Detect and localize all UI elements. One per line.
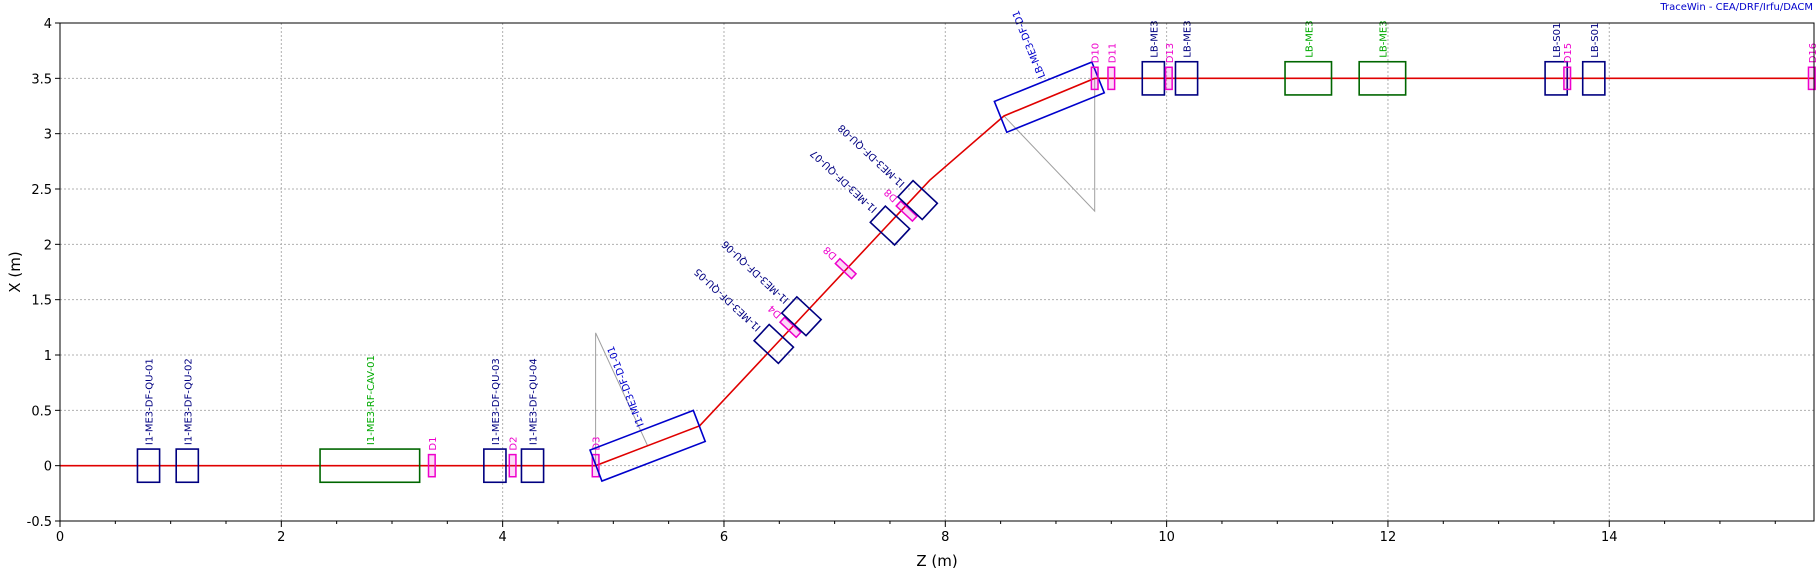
quad-body: [780, 295, 823, 337]
y-tick-label: 1: [44, 349, 52, 364]
quad-element: I1-ME3-DF-QU-02: [175, 358, 200, 484]
cavity-element: LB-ME3: [1284, 20, 1333, 96]
diag-element: D1: [427, 437, 439, 478]
dipole-element: I1-ME3-DF-D1-01: [588, 344, 707, 483]
diag-label: D1: [428, 437, 439, 451]
beam-line: [60, 77, 1814, 467]
dipole-label: LB-ME3-DF-D1: [1011, 9, 1048, 80]
diag-label: D8: [822, 244, 840, 262]
cavity-label: LB-ME3: [1304, 20, 1315, 57]
x-tick-label: 4: [499, 530, 507, 545]
quad-body: [869, 204, 911, 247]
diag-element: D13: [1164, 43, 1176, 91]
y-tick-label: 0: [44, 460, 52, 475]
quad-body: [175, 448, 200, 484]
diag-label: D16: [1808, 43, 1819, 63]
diag-label: D2: [509, 437, 520, 451]
x-tick-label: 8: [941, 530, 949, 545]
credit-label: TraceWin - CEA/DRF/Irfu/DACM: [1660, 2, 1813, 13]
cavity-label: LB-ME3: [1378, 20, 1389, 57]
diag-label: D10: [1091, 43, 1102, 63]
cavity-label: I1-ME3-RF-CAV-01: [366, 355, 377, 445]
x-tick-label: 12: [1380, 530, 1397, 545]
cavity-body: [1358, 60, 1407, 96]
quad-element: LB-ME3: [1174, 20, 1199, 96]
y-tick-label: 3: [44, 128, 52, 143]
plot-axes: 0 2 4 6 8 10 12 14 -0.5 0 0.5 1 1.5 2 2.5 3 3.5 4: [27, 17, 1815, 545]
quad-label: I1-ME3-DF-QU-03: [491, 358, 502, 445]
beam-trajectory: [60, 77, 1814, 467]
quad-element: I1-ME3-DF-QU-06: [720, 238, 823, 337]
y-tick-label: 3.5: [31, 72, 52, 87]
x-tick-label: 6: [720, 530, 728, 545]
dipole-element: LB-ME3-DF-D1: [993, 9, 1106, 134]
quad-body: [136, 448, 161, 484]
diag-label: D4: [766, 302, 784, 320]
y-tick-label: 2: [44, 238, 52, 253]
diag-element: D11: [1107, 43, 1118, 91]
x-axis-label: Z (m): [916, 552, 957, 569]
quad-label: I1-ME3-DF-QU-01: [145, 358, 156, 445]
diag-label: D11: [1107, 43, 1118, 63]
quad-label: I1-ME3-DF-QU-04: [529, 358, 540, 445]
diag-label: D3: [592, 437, 603, 451]
diag-body: [508, 453, 517, 478]
x-tick-label: 10: [1158, 530, 1175, 545]
diag-body: [1164, 66, 1173, 91]
quad-label: I1-ME3-DF-QU-02: [183, 358, 194, 445]
quad-body: [483, 448, 507, 484]
diag-label: D15: [1563, 43, 1574, 63]
quad-body: [896, 179, 939, 221]
y-axis-label: X (m): [6, 251, 24, 292]
diag-body: [1563, 66, 1572, 91]
quad-label: LB-S01: [1590, 23, 1601, 58]
cavity-element: LB-ME3: [1358, 20, 1407, 96]
y-tick-label: 1.5: [31, 294, 52, 309]
quad-body: [752, 323, 795, 365]
y-tick-label: 2.5: [31, 183, 52, 198]
quad-body: [1174, 60, 1199, 96]
cavity-body: [319, 448, 421, 484]
diag-element: D8: [883, 186, 918, 223]
diag-body: [778, 316, 802, 339]
quad-label: LB-ME3: [1149, 20, 1160, 57]
diag-body: [895, 200, 918, 223]
quad-element: LB-S01: [1544, 23, 1569, 96]
dipole-label: I1-ME3-DF-D1-01: [606, 344, 647, 428]
quad-label: LB-ME3: [1183, 20, 1194, 57]
plot-frame: [59, 22, 1815, 522]
quad-element: LB-ME3: [1141, 20, 1166, 96]
diag-element: D10: [1090, 43, 1102, 91]
quad-element: I1-ME3-DF-QU-04: [520, 358, 545, 484]
quad-body: [1581, 60, 1606, 96]
diag-body: [834, 257, 858, 280]
x-tick-label: 2: [277, 530, 285, 545]
quad-element: LB-S01: [1581, 23, 1606, 96]
quad-element: I1-ME3-DF-QU-03: [483, 358, 507, 484]
y-tick-label: 4: [44, 17, 52, 32]
x-tick-label: 0: [56, 530, 64, 545]
diag-label: D13: [1165, 43, 1176, 63]
quad-element: I1-ME3-DF-QU-01: [136, 358, 161, 484]
diag-element: D2: [508, 437, 520, 478]
cavity-element: I1-ME3-RF-CAV-01: [319, 355, 421, 484]
grid-lines: [59, 22, 1814, 522]
diag-body: [1090, 66, 1099, 91]
y-tick-label: -0.5: [27, 515, 52, 530]
guide-triangle: [1003, 77, 1096, 213]
y-tick-label: 0.5: [31, 404, 52, 419]
diag-body: [1807, 66, 1816, 91]
x-tick-label: 14: [1601, 530, 1618, 545]
quad-label: LB-S01: [1552, 23, 1563, 58]
diag-body: [427, 453, 436, 478]
cavity-body: [1284, 60, 1333, 96]
diag-element: D16: [1807, 43, 1819, 91]
quad-body: [1544, 60, 1569, 96]
quad-body: [1141, 60, 1166, 96]
quad-body: [520, 448, 545, 484]
diag-body: [1107, 66, 1116, 91]
dipole-body: [588, 409, 707, 483]
diag-element: D15: [1563, 43, 1574, 91]
